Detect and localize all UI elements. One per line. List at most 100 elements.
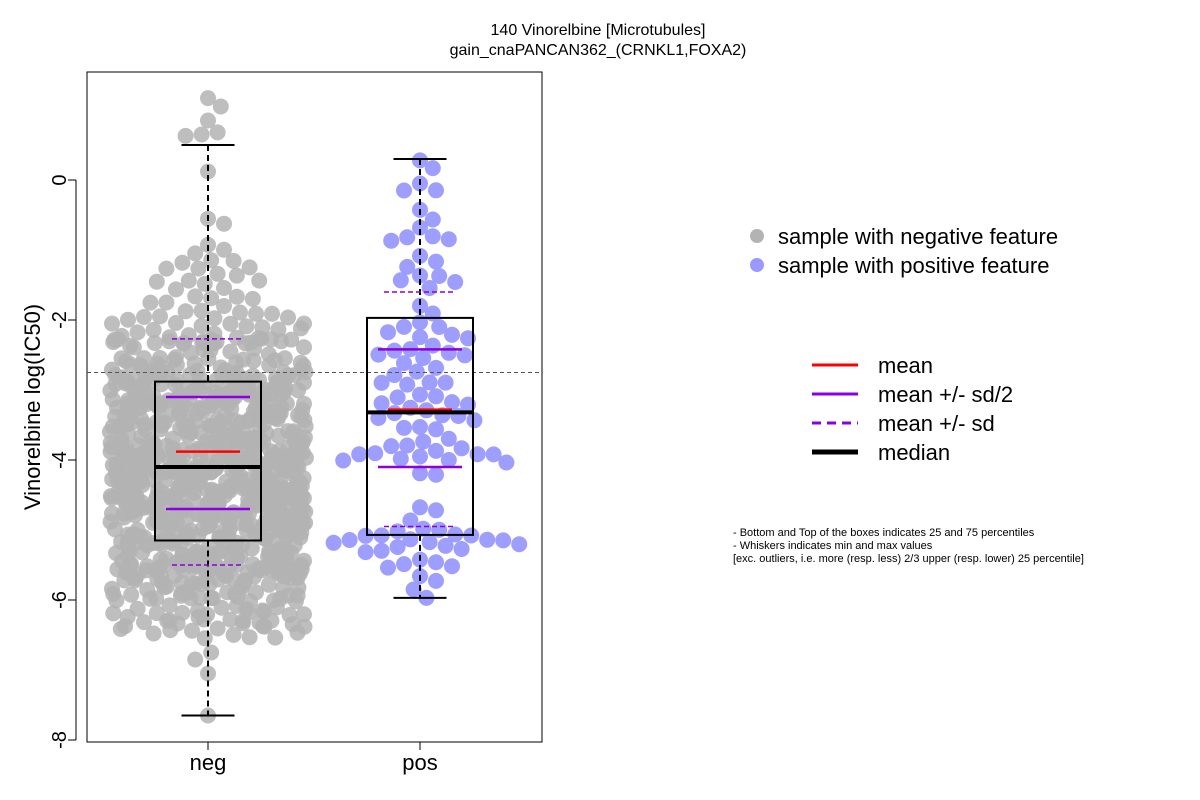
- data-point-neg: [187, 651, 204, 668]
- data-point-neg: [209, 124, 226, 141]
- data-point-pos: [405, 581, 422, 598]
- data-point-neg: [153, 536, 170, 553]
- chart-title: 140 Vinorelbine [Microtubules]: [491, 22, 706, 39]
- data-point-pos: [396, 182, 412, 199]
- data-point-neg: [146, 335, 163, 351]
- data-point-pos: [428, 359, 444, 376]
- data-point-pos: [437, 537, 454, 554]
- data-point-neg: [115, 509, 132, 526]
- data-point-pos: [440, 430, 457, 447]
- data-point-neg: [270, 427, 287, 444]
- data-point-neg: [200, 163, 216, 180]
- data-point-pos: [412, 247, 428, 264]
- data-point-neg: [194, 576, 211, 593]
- data-point-pos: [412, 219, 428, 236]
- data-point-neg: [107, 521, 123, 538]
- data-point-neg: [280, 309, 296, 326]
- data-point-neg: [142, 294, 159, 311]
- data-point-neg: [156, 579, 173, 596]
- data-point-neg: [162, 622, 179, 639]
- data-point-pos: [428, 554, 444, 571]
- x-tick-label-pos: pos: [402, 750, 437, 775]
- data-point-neg: [238, 318, 255, 335]
- data-point-pos: [428, 466, 444, 483]
- data-point-neg: [190, 260, 207, 277]
- data-point-neg: [127, 572, 144, 589]
- data-point-pos: [456, 347, 473, 364]
- data-point-neg: [203, 290, 220, 307]
- data-point-neg: [200, 112, 216, 129]
- data-point-neg: [228, 267, 245, 284]
- data-point-pos: [415, 350, 432, 366]
- data-point-pos: [412, 419, 428, 435]
- data-point-pos: [428, 442, 444, 459]
- data-point-pos: [431, 319, 448, 335]
- data-point-pos: [341, 532, 358, 548]
- data-point-neg: [261, 357, 278, 374]
- data-point-pos: [453, 541, 470, 557]
- data-point-neg: [153, 376, 170, 393]
- data-point-pos: [396, 419, 412, 436]
- data-point-neg: [296, 339, 312, 356]
- y-tick-label: -4: [49, 451, 71, 469]
- data-point-neg: [243, 540, 260, 557]
- data-point-neg: [184, 622, 200, 639]
- data-point-neg: [136, 614, 152, 631]
- data-point-neg: [228, 288, 245, 305]
- data-point-pos: [399, 376, 416, 393]
- data-point-neg: [222, 611, 239, 628]
- data-point-neg: [112, 621, 129, 637]
- data-point-pos: [412, 297, 428, 314]
- data-point-neg: [264, 305, 280, 322]
- data-point-pos: [479, 531, 496, 548]
- data-point-neg: [200, 90, 216, 107]
- data-point-neg: [174, 254, 191, 271]
- data-point-neg: [241, 259, 258, 276]
- data-point-pos: [357, 544, 374, 561]
- legend: sample with negative feature sample with …: [750, 224, 1058, 465]
- data-point-pos: [424, 228, 441, 245]
- data-point-pos: [428, 421, 444, 438]
- data-point-pos: [440, 452, 457, 468]
- data-point-neg: [177, 127, 194, 144]
- data-point-neg: [193, 126, 210, 143]
- data-point-pos: [373, 542, 390, 559]
- legend-line-label: mean +/- sd: [878, 411, 995, 436]
- data-point-pos: [383, 232, 400, 249]
- note-line: - Whiskers indicates min and max values: [733, 540, 933, 552]
- data-point-pos: [399, 437, 416, 454]
- data-point-neg: [216, 241, 232, 258]
- data-point-pos: [396, 318, 412, 335]
- data-point-pos: [424, 211, 441, 228]
- data-point-neg: [193, 317, 210, 334]
- data-point-pos: [447, 274, 464, 290]
- data-point-pos: [399, 229, 416, 246]
- data-point-neg: [152, 308, 168, 325]
- data-point-neg: [104, 315, 120, 332]
- data-point-neg: [277, 465, 294, 482]
- data-point-neg: [103, 490, 120, 507]
- data-point-neg: [168, 315, 184, 331]
- data-point-pos: [373, 374, 390, 391]
- data-point-neg: [180, 272, 197, 289]
- data-point-pos: [396, 556, 412, 573]
- data-point-neg: [148, 273, 165, 290]
- data-point-neg: [196, 630, 213, 647]
- data-point-neg: [246, 340, 262, 357]
- data-point-neg: [208, 372, 225, 389]
- data-point-pos: [392, 272, 409, 289]
- legend-point-label: sample with negative feature: [778, 224, 1058, 249]
- data-point-neg: [268, 599, 285, 616]
- data-point-pos: [424, 160, 441, 177]
- data-point-neg: [289, 624, 306, 641]
- data-point-pos: [444, 326, 460, 343]
- data-point-neg: [225, 626, 242, 643]
- data-point-pos: [412, 499, 428, 516]
- y-tick-label: -2: [49, 311, 71, 329]
- data-point-pos: [389, 389, 406, 406]
- data-point-pos: [325, 534, 342, 551]
- data-point-neg: [267, 629, 284, 646]
- box-neg: [154, 380, 262, 542]
- data-point-pos: [392, 450, 409, 467]
